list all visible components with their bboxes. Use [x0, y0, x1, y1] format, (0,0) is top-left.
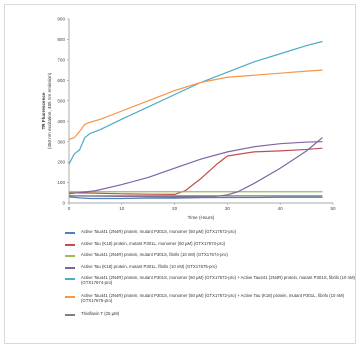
y-axis-subtitle: (450 nm excitation, 485 nm emission)	[47, 72, 52, 149]
legend-entry: Active Tau441 (2N4R) protein, mutant P30…	[65, 275, 357, 293]
plot-area: 0 100 200 300 400 500 600 700 800 900 0 10 20 30 40 50	[57, 17, 336, 211]
legend-entry: Thioflavin T (25 µM)	[65, 311, 357, 323]
series-line-2	[68, 147, 323, 196]
y-tick-label: 0	[62, 201, 65, 206]
legend-label: Thioflavin T (25 µM)	[81, 311, 120, 316]
series-line-1	[68, 196, 323, 200]
legend-label: Active Tau441 (2N4R) protein, mutant P30…	[81, 252, 228, 257]
chart-legend: Active Tau441 (2N4R) protein, mutant P30…	[65, 229, 357, 323]
y-tick-label: 400	[57, 119, 65, 124]
y-axis-title: TR Fluorescence	[41, 92, 46, 129]
legend-label: Active Tau441 (2N4R) protein, mutant P30…	[81, 229, 237, 234]
legend-swatch	[65, 296, 75, 298]
series-line-5	[68, 40, 323, 165]
x-tick-label: 40	[278, 206, 284, 211]
y-tick-label: 900	[57, 17, 65, 22]
x-tick-label: 10	[119, 206, 125, 211]
legend-swatch	[65, 266, 75, 269]
legend-swatch	[65, 243, 75, 246]
x-tick-label: 20	[172, 206, 178, 211]
legend-swatch	[65, 314, 75, 316]
legend-entry: Active Tau441 (2N4R) protein, mutant P30…	[65, 293, 357, 311]
chart-frame: 0 100 200 300 400 500 600 700 800 900 0 10 20 30 40 50 …	[4, 4, 356, 344]
legend-entry: Active Tau (K18) protein, mutant P301L, …	[65, 264, 357, 276]
legend-swatch	[65, 232, 75, 234]
y-tick-label: 600	[57, 78, 65, 83]
x-tick-label: 30	[225, 206, 231, 211]
x-axis-title: Time (Hours)	[188, 215, 215, 220]
legend-swatch	[65, 255, 75, 257]
y-tick-label: 300	[57, 139, 65, 144]
legend-label: Active Tau441 (2N4R) protein, mutant P30…	[81, 293, 344, 304]
legend-label: Active Tau441 (2N4R) protein, mutant P30…	[81, 275, 355, 286]
y-tick-label: 800	[57, 37, 65, 42]
series-line-8	[68, 141, 323, 195]
series-line-6	[68, 69, 323, 141]
legend-entry: Active Tau (K18) protein, mutant P301L, …	[65, 241, 357, 253]
legend-label: Active Tau (K18) protein, mutant P301L, …	[81, 240, 226, 246]
legend-swatch	[65, 278, 75, 280]
y-tick-label: 700	[57, 57, 65, 62]
y-tick-label: 500	[57, 98, 65, 103]
legend-label: Active Tau (K18) protein, mutant P301L, …	[81, 263, 217, 269]
x-tick-label: 50	[330, 206, 336, 211]
series-line-4	[68, 137, 323, 198]
y-tick-label: 200	[57, 160, 65, 165]
legend-entry: Active Tau441 (2N4R) protein, mutant P30…	[65, 252, 357, 264]
x-tick-label: 0	[68, 206, 71, 211]
y-tick-label: 100	[57, 180, 65, 185]
legend-entry: Active Tau441 (2N4R) protein, mutant P30…	[65, 229, 357, 241]
